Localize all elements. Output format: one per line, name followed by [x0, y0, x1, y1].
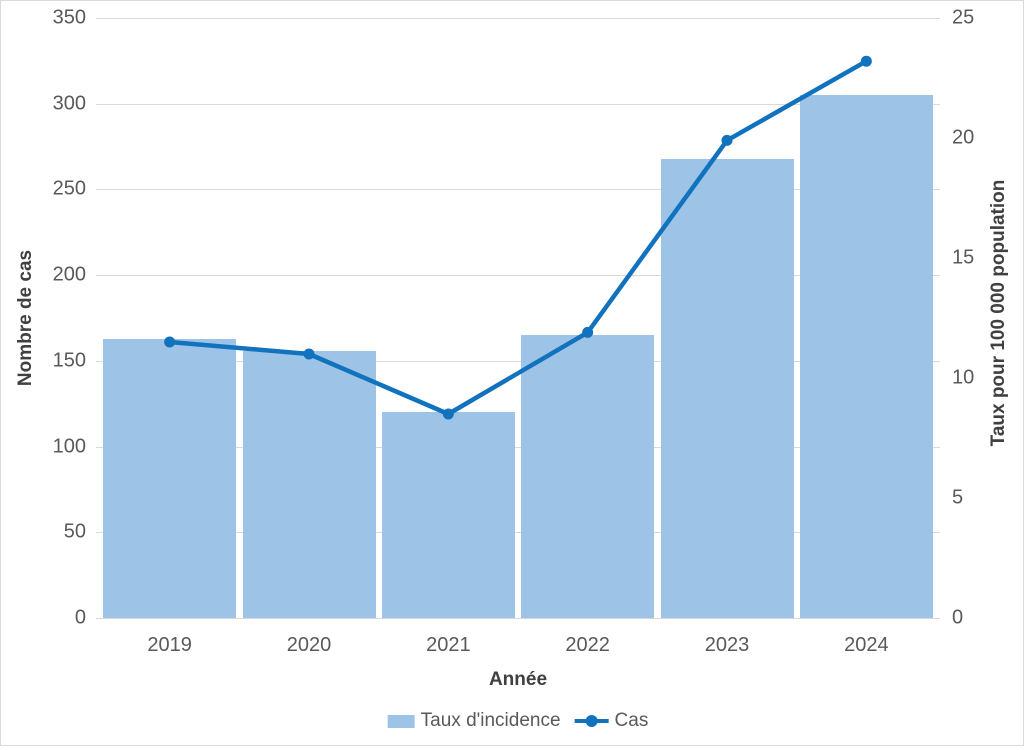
right-axis-tick-label: 5 — [952, 486, 964, 509]
bar — [799, 95, 933, 618]
bar — [103, 338, 237, 618]
left-axis-tick-label: 150 — [52, 349, 86, 372]
left-axis-tick-label: 300 — [52, 92, 86, 115]
right-axis-tick-label: 20 — [952, 126, 975, 149]
left-axis-title: Nombre de cas — [15, 249, 36, 387]
left-axis-tick-label: 50 — [63, 520, 86, 543]
right-axis-tick-label: 15 — [952, 246, 975, 269]
x-axis-tick-label: 2023 — [704, 634, 750, 656]
x-axis-tick-label: 2024 — [844, 634, 889, 656]
left-axis-tick-label: 350 — [52, 6, 86, 29]
left-axis-tick-label: 100 — [52, 435, 86, 458]
legend-label-line: Cas — [614, 710, 649, 731]
legend: Taux d'incidence Cas — [387, 710, 649, 732]
left-axis-tick-label: 0 — [74, 606, 86, 629]
left-axis-tick-label: 200 — [52, 263, 86, 286]
right-axis-title: Taux pour 100 000 population — [988, 179, 1009, 447]
line-data-point — [721, 134, 733, 146]
x-axis-title: Année — [488, 669, 548, 690]
left-axis-tick-label: 250 — [52, 177, 86, 200]
right-axis-tick-label: 10 — [952, 366, 975, 389]
gridline — [96, 18, 940, 19]
right-axis-tick-label: 0 — [952, 606, 964, 629]
gridline — [96, 618, 940, 619]
bar-swatch-icon — [387, 714, 415, 728]
bar — [521, 335, 655, 618]
bar — [381, 412, 515, 618]
legend-item-bar-series: Taux d'incidence — [387, 710, 561, 732]
gridline — [96, 447, 940, 448]
bar — [660, 158, 794, 618]
legend-label-bar: Taux d'incidence — [420, 710, 561, 731]
gridline — [96, 532, 940, 533]
x-axis-tick-label: 2021 — [426, 634, 471, 656]
legend-item-line-series: Cas — [574, 710, 649, 732]
x-axis-tick-label: 2022 — [565, 634, 610, 656]
bar — [242, 350, 376, 618]
line-data-point — [860, 55, 872, 67]
x-axis-tick-label: 2020 — [286, 634, 332, 656]
x-axis-tick-label: 2019 — [147, 634, 192, 656]
right-axis-tick-label: 25 — [952, 6, 975, 29]
line-marker-swatch-icon — [574, 715, 609, 727]
